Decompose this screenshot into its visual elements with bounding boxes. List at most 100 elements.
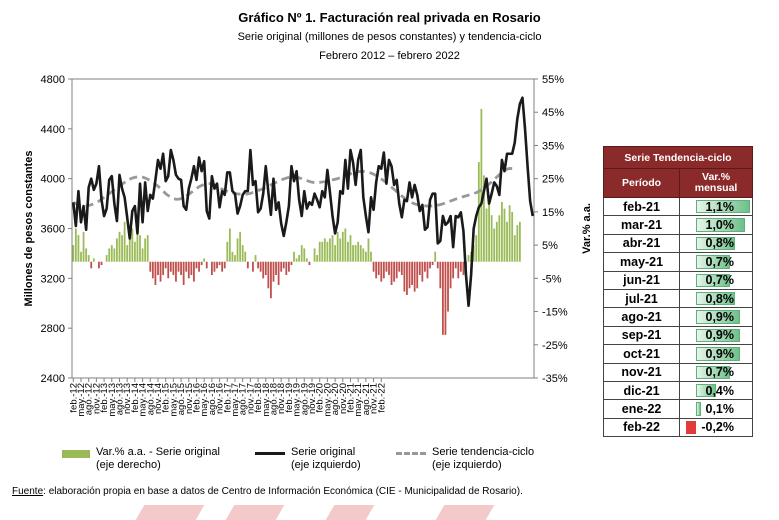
var-value: 0,1% [705, 401, 735, 416]
table-row: oct-21 0,9% [602, 344, 753, 364]
var-value: 0,9% [705, 328, 735, 343]
bar-varpct [513, 235, 516, 262]
bar-varpct [334, 245, 336, 262]
period-cell: ago-21 [602, 307, 681, 327]
bar-varpct [110, 245, 113, 262]
y2-tick-label: -15% [542, 307, 568, 319]
bar-varpct [126, 245, 129, 262]
bar-varpct [108, 248, 111, 262]
bar-varpct [459, 261, 462, 272]
bar-varpct [303, 248, 306, 262]
bar-varpct [77, 235, 80, 262]
legend-label-bars: Var.% a.a. - Serie original [96, 446, 220, 458]
bar-varpct [200, 261, 203, 266]
bar-varpct [72, 245, 75, 262]
x-tick-label: feb.-14 [130, 383, 141, 413]
data-bar [696, 310, 741, 324]
bar-varpct [175, 261, 177, 282]
bar-varpct [221, 261, 224, 272]
series-line-original [71, 96, 535, 308]
period-cell: abr-21 [602, 233, 681, 254]
table-row: ene-22 0,1% [602, 399, 753, 419]
decorative-stripe [225, 505, 285, 520]
bar-varpct [508, 205, 511, 262]
bar-varpct [449, 261, 452, 289]
bar-varpct [300, 245, 303, 262]
bar-varpct [416, 261, 419, 289]
y2-tick-label: 55% [542, 74, 564, 86]
var-cell: 0,7% [679, 270, 753, 290]
x-tick-label: feb.-17 [222, 383, 233, 413]
data-bar [696, 273, 731, 287]
x-tick-label: nov.-19 [307, 383, 318, 414]
var-cell: 0,7% [679, 252, 753, 272]
period-cell: ene-22 [602, 399, 681, 419]
bar-varpct [367, 238, 370, 262]
bar-varpct [400, 261, 403, 276]
legend-label-trend: Serie tendencia-ciclo [432, 446, 535, 458]
bar-varpct [277, 261, 280, 285]
table-row: abr-21 0,8% [602, 233, 753, 254]
bar-varpct [501, 201, 503, 262]
bar-varpct [290, 261, 293, 266]
x-tick-label: nov.-13 [122, 383, 133, 414]
period-cell: may-21 [602, 252, 681, 272]
source-label: Fuente [12, 486, 44, 497]
decorative-stripe [135, 505, 205, 520]
decorative-stripe [325, 505, 375, 520]
data-bar [696, 200, 751, 214]
y2-tick-label: 15% [542, 207, 564, 219]
bar-varpct [347, 241, 349, 262]
bar-varpct [326, 241, 329, 262]
bar-varpct [203, 258, 206, 262]
x-tick-label: may.-20 [322, 383, 333, 417]
bar-varpct [452, 261, 455, 279]
bar-varpct [305, 258, 308, 262]
series-line-trend [72, 167, 513, 208]
bar-varpct [426, 261, 429, 279]
y2-tick-label: 35% [542, 140, 564, 152]
bar-varpct [270, 261, 272, 299]
x-tick-label: may.-12 [76, 383, 87, 417]
bar-varpct [475, 235, 478, 262]
table-header-var: Var.% mensual [679, 168, 753, 198]
period-cell: nov-21 [602, 362, 681, 382]
table-caption: Serie Tendencia-ciclo [603, 146, 753, 169]
bar-varpct [272, 261, 275, 282]
var-value: 0,8% [705, 291, 735, 306]
x-tick-label: nov.-15 [184, 383, 195, 414]
var-cell: 0,4% [679, 380, 753, 401]
bar-varpct [429, 261, 431, 269]
x-tick-label: may.-16 [199, 383, 210, 417]
legend-note-bars: (eje derecho) [96, 459, 161, 471]
data-bar [696, 218, 746, 232]
var-value: 0,7% [705, 273, 735, 288]
legend-note-trend: (eje izquierdo) [432, 459, 502, 471]
bar-varpct [139, 235, 141, 262]
y-tick-label: 4000 [41, 174, 65, 186]
data-bar [696, 347, 741, 361]
bar-varpct [182, 261, 185, 285]
bar-varpct [393, 261, 396, 282]
bar-varpct [457, 261, 460, 279]
x-tick-label: feb.-19 [284, 383, 295, 413]
bar-varpct [282, 261, 285, 269]
bar-varpct [287, 261, 290, 272]
bar-varpct [293, 251, 295, 262]
bar-varpct [480, 108, 483, 262]
bar-varpct [154, 261, 157, 285]
bar-varpct [349, 235, 352, 262]
y2-tick-label: -5% [542, 273, 562, 285]
legend-swatch-trend [396, 452, 426, 455]
bar-varpct [323, 238, 326, 262]
bar-varpct [74, 228, 77, 262]
bar-varpct [226, 241, 229, 262]
legend-note-original: (eje izquierdo) [291, 459, 361, 471]
var-cell: 0,1% [679, 399, 753, 419]
x-tick-label: may.-21 [353, 383, 364, 417]
x-tick-label: feb.-20 [315, 383, 326, 413]
bar-varpct [164, 261, 167, 269]
y-tick-label: 4800 [41, 74, 65, 86]
bar-varpct [321, 241, 324, 262]
table-row: sep-21 0,9% [602, 325, 753, 346]
